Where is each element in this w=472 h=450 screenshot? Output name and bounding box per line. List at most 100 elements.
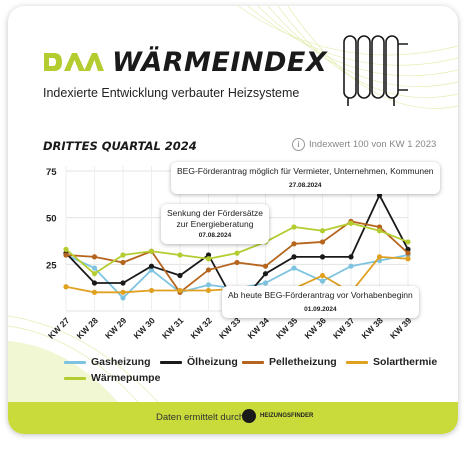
data-point-waerme[interactable] bbox=[63, 246, 69, 252]
wärmeindex-card: WÄRMEINDEX Indexierte Entwicklung verbau… bbox=[8, 6, 458, 434]
legend-item-pelletheizung[interactable]: Pelletheizung bbox=[242, 356, 337, 368]
data-point-pellet[interactable] bbox=[291, 241, 297, 247]
data-point-solar[interactable] bbox=[319, 272, 326, 279]
data-point-pellet[interactable] bbox=[120, 259, 126, 266]
legend-label: Wärmepumpe bbox=[91, 372, 161, 384]
data-point-pellet[interactable] bbox=[262, 263, 269, 269]
data-point-pellet[interactable] bbox=[205, 267, 212, 273]
y-tick-label: 50 bbox=[46, 214, 57, 225]
x-tick-label: KW 35 bbox=[274, 315, 300, 341]
legend-swatch bbox=[64, 360, 86, 364]
legend-swatch bbox=[64, 376, 86, 380]
x-tick-label: KW 33 bbox=[217, 315, 243, 341]
heizungsfinder-logo-icon bbox=[242, 409, 256, 423]
legend-label: Solarthermie bbox=[373, 356, 438, 368]
radiator-icon bbox=[343, 35, 408, 106]
annotation-date: 07.08.2024 bbox=[198, 232, 232, 240]
data-point-oel[interactable] bbox=[120, 280, 126, 286]
data-point-oel[interactable] bbox=[291, 254, 297, 260]
data-point-oel[interactable] bbox=[177, 272, 183, 279]
x-tick-label: KW 39 bbox=[388, 315, 414, 341]
x-tick-label: KW 37 bbox=[331, 315, 357, 341]
legend-item-waermepumpe[interactable]: Wärmepumpe bbox=[64, 372, 160, 384]
x-tick-label: KW 30 bbox=[131, 315, 157, 341]
data-point-gas[interactable] bbox=[291, 265, 297, 271]
data-point-solar[interactable] bbox=[120, 289, 126, 295]
data-point-solar[interactable] bbox=[376, 254, 383, 260]
page-subtitle: Indexierte Entwicklung verbauter Heizsys… bbox=[43, 86, 300, 100]
index-note-text: Indexwert 100 von KW 1 2023 bbox=[309, 139, 437, 150]
legend-label: Ölheizung bbox=[187, 356, 238, 368]
footer-bar: Daten ermittelt durch HEIZUNGSFINDER bbox=[8, 402, 458, 434]
data-point-waerme[interactable] bbox=[319, 228, 326, 234]
legend-swatch bbox=[346, 360, 368, 364]
x-tick-label: KW 32 bbox=[188, 315, 214, 341]
data-point-waerme[interactable] bbox=[205, 256, 212, 262]
data-point-gas[interactable] bbox=[262, 280, 269, 286]
annotation-text: BEG-Förderantrag möglich für Vermieter, … bbox=[177, 166, 434, 176]
annotation-text-line2: zur Energieberatung bbox=[176, 218, 254, 229]
data-point-waerme[interactable] bbox=[376, 228, 383, 234]
data-point-oel[interactable] bbox=[319, 254, 326, 260]
data-point-gas[interactable] bbox=[348, 263, 354, 269]
legend-label: Pelletheizung bbox=[269, 356, 337, 368]
annotation-text-line1: Senkung der Fördersätze bbox=[167, 208, 263, 218]
footer-brand[interactable]: HEIZUNGSFINDER bbox=[260, 413, 314, 419]
x-tick-label: KW 29 bbox=[103, 315, 129, 341]
data-point-pellet[interactable] bbox=[234, 259, 240, 266]
daa-logo bbox=[44, 53, 104, 71]
data-point-solar[interactable] bbox=[91, 289, 98, 295]
data-point-waerme[interactable] bbox=[177, 252, 183, 258]
legend-item-gasheizung[interactable]: Gasheizung bbox=[64, 356, 151, 368]
data-point-oel[interactable] bbox=[148, 263, 155, 269]
legend-item-oelheizung[interactable]: Ölheizung bbox=[160, 356, 238, 368]
info-icon[interactable]: i bbox=[292, 138, 305, 151]
annotation-text: Ab heute BEG-Förderantrag vor Vorhabenbe… bbox=[228, 290, 413, 300]
data-point-solar[interactable] bbox=[177, 287, 183, 294]
data-point-solar[interactable] bbox=[63, 284, 69, 290]
data-point-pellet[interactable] bbox=[319, 239, 326, 245]
data-point-gas[interactable] bbox=[91, 265, 98, 271]
data-point-gas[interactable] bbox=[148, 267, 155, 273]
y-tick-label: 25 bbox=[46, 260, 57, 271]
x-tick-label: KW 38 bbox=[359, 315, 385, 341]
data-point-solar[interactable] bbox=[405, 256, 411, 262]
data-point-oel[interactable] bbox=[405, 246, 411, 252]
data-point-waerme[interactable] bbox=[405, 239, 411, 245]
annotation-date: 01.09.2024 bbox=[304, 305, 337, 313]
legend-label: Gasheizung bbox=[91, 356, 151, 368]
annotation-energieberatung: Senkung der Fördersätze zur Energieberat… bbox=[161, 204, 269, 245]
data-point-solar[interactable] bbox=[205, 287, 212, 294]
footer-text: Daten ermittelt durch bbox=[156, 412, 245, 423]
data-point-pellet[interactable] bbox=[91, 254, 98, 260]
data-point-pellet[interactable] bbox=[63, 252, 69, 258]
data-point-pellet[interactable] bbox=[405, 250, 411, 256]
index-note: i Indexwert 100 von KW 1 2023 bbox=[292, 138, 436, 151]
data-point-waerme[interactable] bbox=[291, 224, 297, 230]
legend-item-solarthermie[interactable]: Solarthermie bbox=[346, 356, 437, 368]
page-title: WÄRMEINDEX bbox=[112, 47, 328, 78]
data-point-waerme[interactable] bbox=[120, 252, 126, 258]
data-point-gas[interactable] bbox=[319, 278, 326, 284]
annotation-date: 27.08.2024 bbox=[289, 181, 322, 189]
x-tick-label: KW 36 bbox=[302, 315, 328, 341]
data-point-waerme[interactable] bbox=[348, 220, 354, 226]
data-point-waerme[interactable] bbox=[234, 250, 240, 256]
data-point-waerme[interactable] bbox=[148, 248, 155, 254]
data-point-solar[interactable] bbox=[148, 287, 155, 294]
data-point-oel[interactable] bbox=[262, 271, 269, 277]
legend-swatch bbox=[160, 360, 182, 364]
data-point-gas[interactable] bbox=[205, 282, 212, 288]
annotation-beg-vermieter: BEG-Förderantrag möglich für Vermieter, … bbox=[171, 162, 440, 194]
y-tick-label: 75 bbox=[46, 167, 57, 178]
data-point-oel[interactable] bbox=[348, 254, 354, 260]
data-point-oel[interactable] bbox=[91, 280, 98, 286]
data-point-oel[interactable] bbox=[376, 192, 383, 198]
x-tick-label: KW 27 bbox=[46, 315, 72, 341]
data-point-oel[interactable] bbox=[205, 252, 212, 258]
data-point-waerme[interactable] bbox=[91, 271, 98, 277]
data-point-pellet[interactable] bbox=[376, 224, 383, 230]
data-point-gas[interactable] bbox=[120, 295, 126, 301]
legend-swatch bbox=[242, 360, 264, 364]
